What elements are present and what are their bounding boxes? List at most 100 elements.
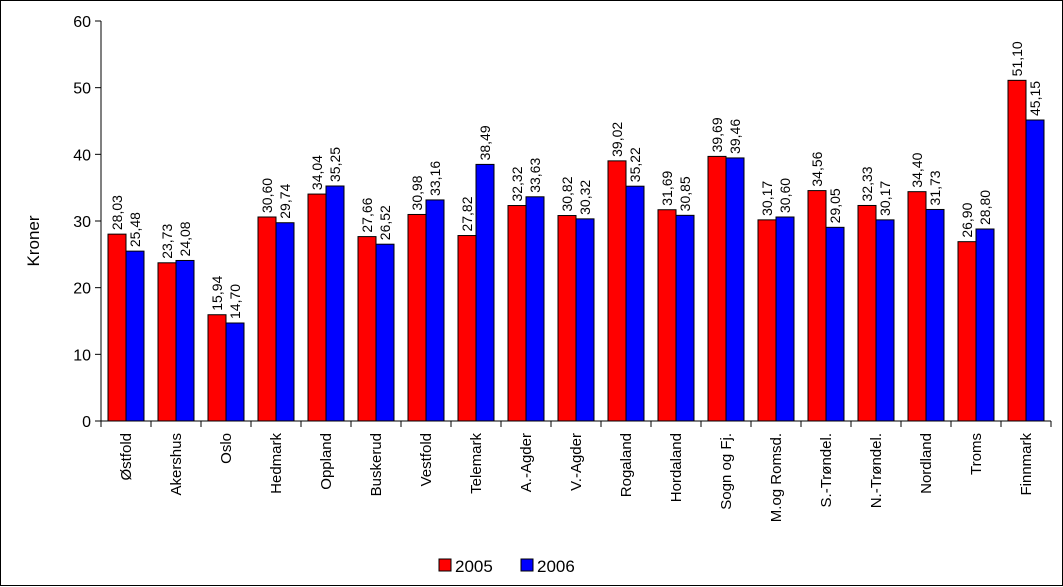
category-label-5: Buskerud xyxy=(368,433,385,496)
value-label-2006-0: 25,48 xyxy=(127,212,143,247)
category-label-4: Oppland xyxy=(318,433,335,490)
bar-2005-1 xyxy=(157,262,177,422)
bar-2006-0 xyxy=(125,250,145,422)
legend-label-2005: 2005 xyxy=(455,557,493,576)
legend: 2005 2006 xyxy=(438,557,575,576)
value-label-2006-2: 14,70 xyxy=(227,284,243,319)
category-label-6: Vestfold xyxy=(418,433,435,486)
bar-2005-18 xyxy=(1007,79,1027,422)
bar-2005-11 xyxy=(657,209,677,422)
category-label-12: Sogn og Fj. xyxy=(718,433,735,510)
value-label-2005-11: 31,69 xyxy=(659,170,675,205)
value-label-2005-1: 23,73 xyxy=(159,224,175,259)
bar-2005-2 xyxy=(207,314,227,422)
value-label-2006-12: 39,46 xyxy=(727,119,743,154)
value-label-2005-2: 15,94 xyxy=(209,275,225,310)
bar-2005-9 xyxy=(557,215,577,422)
bar-2006-14 xyxy=(825,226,845,422)
value-label-2005-18: 51,10 xyxy=(1009,41,1025,76)
value-label-2006-11: 30,85 xyxy=(677,176,693,211)
value-label-2005-17: 26,90 xyxy=(959,202,975,237)
bar-2006-12 xyxy=(725,157,745,422)
legend-label-2006: 2006 xyxy=(537,557,575,576)
value-label-2006-7: 38,49 xyxy=(477,125,493,160)
y-axis-label: Kroner xyxy=(24,215,43,266)
y-tick-label: 0 xyxy=(82,414,91,431)
value-label-2006-9: 30,32 xyxy=(577,180,593,215)
value-label-2005-5: 27,66 xyxy=(359,197,375,232)
bar-2005-17 xyxy=(957,241,977,422)
bar-2005-6 xyxy=(407,213,427,422)
category-label-13: M.og Romsd. xyxy=(768,433,785,522)
value-label-2006-14: 29,05 xyxy=(827,188,843,223)
legend-swatch-2006 xyxy=(520,558,534,572)
bar-2005-8 xyxy=(507,205,527,422)
category-label-18: Finnmark xyxy=(1018,433,1035,496)
value-label-2005-0: 28,03 xyxy=(109,195,125,230)
value-label-2005-4: 34,04 xyxy=(309,155,325,190)
y-tick-label: 50 xyxy=(73,81,91,98)
value-label-2006-5: 26,52 xyxy=(377,205,393,240)
value-label-2006-17: 28,80 xyxy=(977,190,993,225)
category-label-3: Hedmark xyxy=(268,433,285,494)
category-label-14: S.-Trøndel. xyxy=(818,433,835,507)
bars-layer xyxy=(107,79,1045,422)
value-label-2005-16: 34,40 xyxy=(909,152,925,187)
category-label-1: Akershus xyxy=(168,433,185,496)
value-label-2005-14: 34,56 xyxy=(809,151,825,186)
bar-2006-2 xyxy=(225,322,245,422)
value-label-2006-1: 24,08 xyxy=(177,221,193,256)
y-tick-label: 40 xyxy=(73,147,91,164)
value-label-2005-6: 30,98 xyxy=(409,175,425,210)
value-label-2005-3: 30,60 xyxy=(259,178,275,213)
labels-layer: 28,03 25,48 Østfold 23,73 24,08 Akershus 15,94… xyxy=(109,41,1043,522)
value-label-2005-7: 27,82 xyxy=(459,196,475,231)
value-label-2005-9: 30,82 xyxy=(559,176,575,211)
category-label-7: Telemark xyxy=(468,433,485,494)
bar-2005-15 xyxy=(857,204,877,422)
value-label-2005-8: 32,32 xyxy=(509,166,525,201)
value-label-2005-10: 39,02 xyxy=(609,122,625,157)
value-label-2006-8: 33,63 xyxy=(527,158,543,193)
value-label-2006-18: 45,15 xyxy=(1027,81,1043,116)
bar-2006-18 xyxy=(1025,119,1045,422)
bar-2006-15 xyxy=(875,219,895,422)
bar-2006-3 xyxy=(275,222,295,422)
bar-2005-12 xyxy=(707,155,727,422)
bar-2006-10 xyxy=(625,185,645,422)
value-label-2006-16: 31,73 xyxy=(927,170,943,205)
category-label-10: Rogaland xyxy=(618,433,635,497)
bar-2005-14 xyxy=(807,190,827,422)
value-label-2006-15: 30,17 xyxy=(877,181,893,216)
category-label-11: Hordaland xyxy=(668,433,685,502)
value-label-2005-12: 39,69 xyxy=(709,117,725,152)
value-label-2006-3: 29,74 xyxy=(277,183,293,218)
bar-2006-13 xyxy=(775,216,795,422)
bar-2005-16 xyxy=(907,191,927,422)
y-tick-label: 30 xyxy=(73,214,91,231)
bar-2006-4 xyxy=(325,185,345,422)
bar-2006-5 xyxy=(375,243,395,422)
bar-2005-4 xyxy=(307,193,327,422)
bar-2005-7 xyxy=(457,235,477,422)
y-tick-label: 60 xyxy=(73,14,91,31)
category-label-2: Oslo xyxy=(218,433,235,464)
bar-2005-3 xyxy=(257,216,277,422)
category-label-0: Østfold xyxy=(118,433,135,481)
bar-2006-7 xyxy=(475,163,495,422)
bar-2006-17 xyxy=(975,228,995,422)
value-label-2006-13: 30,60 xyxy=(777,178,793,213)
value-label-2006-4: 35,25 xyxy=(327,147,343,182)
y-tick-label: 20 xyxy=(73,281,91,298)
bar-2005-5 xyxy=(357,236,377,422)
bar-2006-11 xyxy=(675,214,695,422)
value-label-2006-10: 35,22 xyxy=(627,147,643,182)
bar-2006-16 xyxy=(925,208,945,422)
category-label-16: Nordland xyxy=(918,433,935,494)
bar-2006-6 xyxy=(425,199,445,422)
category-label-17: Troms xyxy=(968,433,985,475)
category-label-9: V.-Agder xyxy=(568,433,585,491)
bar-2006-1 xyxy=(175,259,195,422)
